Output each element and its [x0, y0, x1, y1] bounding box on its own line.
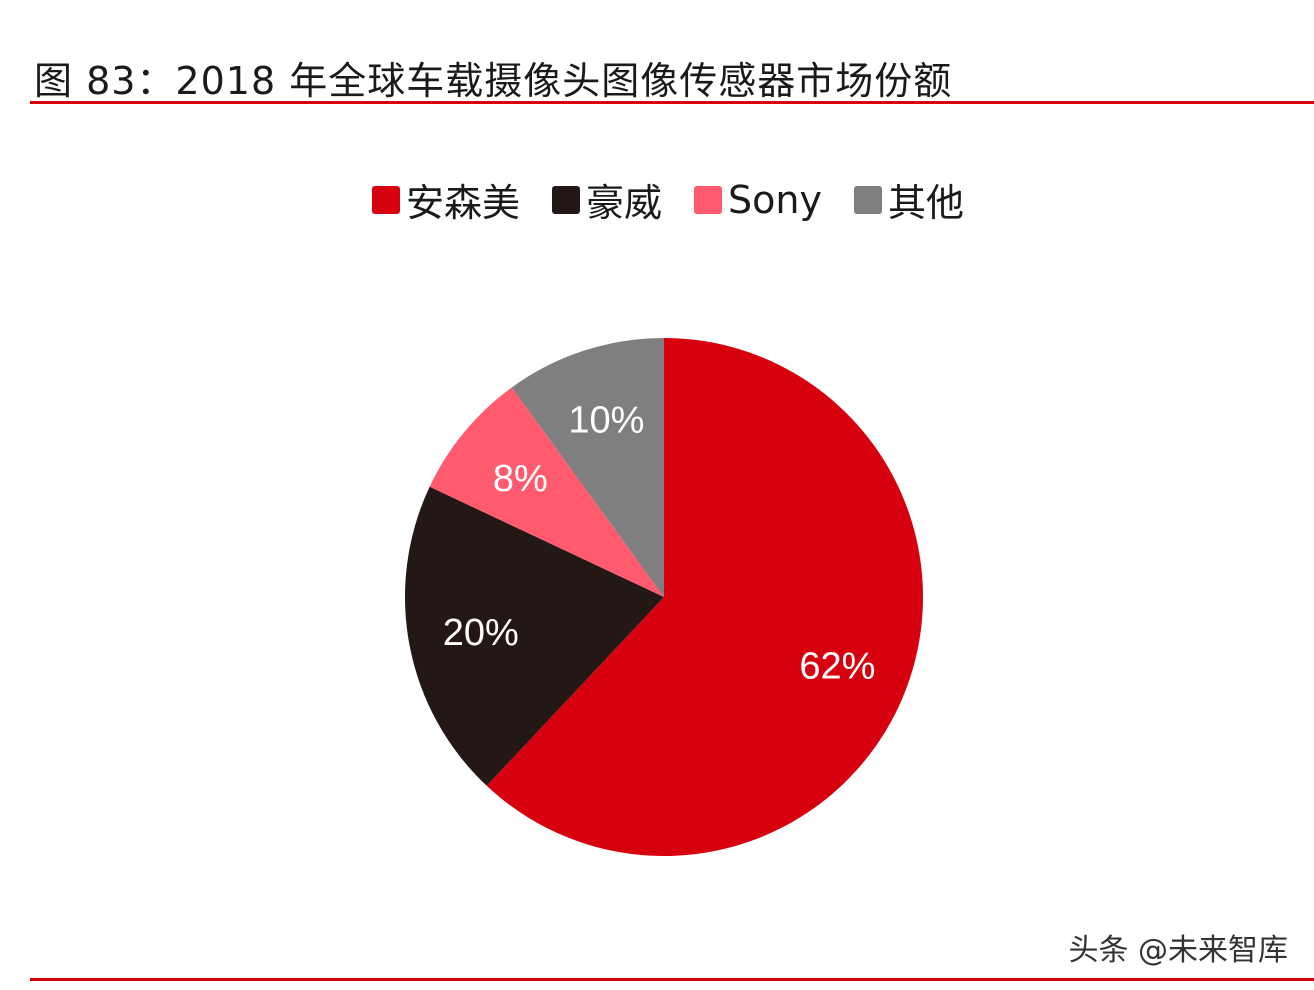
pie-slice-2	[404, 486, 664, 786]
data-label: 8%	[493, 458, 548, 500]
legend-label: 其他	[887, 181, 964, 225]
legend-swatch	[372, 185, 400, 214]
data-label: 62%	[799, 646, 875, 688]
legend: 安森美 豪威 Sony 其他	[0, 172, 1314, 227]
legend-label: Sony	[728, 177, 822, 222]
legend-swatch	[853, 185, 882, 214]
legend-label: 豪威	[586, 181, 663, 225]
data-label: 10%	[568, 400, 644, 442]
chart-title: 图 83：2018 年全球车载摄像头图像传感器市场份额	[34, 59, 953, 103]
legend-item-onsemi: 安森美	[372, 172, 520, 227]
legend-swatch	[552, 185, 581, 214]
pie-slice-1	[486, 338, 924, 856]
bottom-divider	[30, 978, 1314, 981]
legend-label: 安森美	[406, 181, 521, 225]
watermark: 头条 @未来智库	[1068, 933, 1288, 968]
data-label: 20%	[443, 612, 519, 654]
legend-item-omnivision: 豪威	[552, 172, 662, 227]
legend-item-other: 其他	[853, 172, 964, 227]
pie-slice-4	[511, 338, 664, 597]
legend-swatch	[694, 185, 723, 214]
pie-slice-3	[429, 387, 664, 597]
title-divider	[30, 101, 1314, 104]
legend-item-sony: Sony	[694, 172, 822, 227]
